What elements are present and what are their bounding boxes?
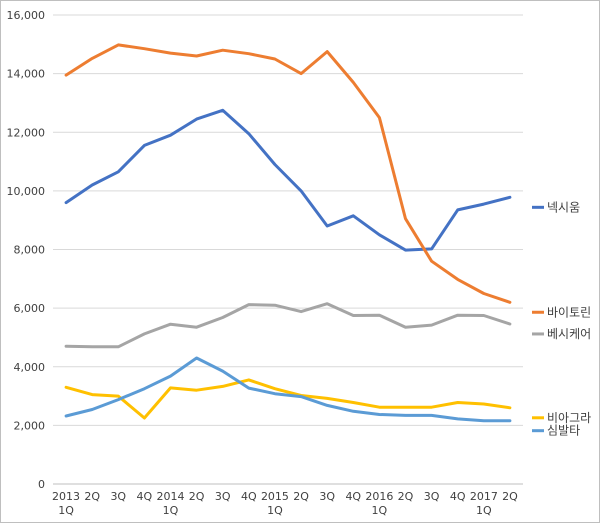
x-tick-label: 2Q [502,490,518,503]
x-tick-label: 1Q [372,504,388,517]
y-tick-label: 4,000 [14,361,46,374]
x-tick-label: 2013 [52,490,80,503]
y-tick-label: 10,000 [7,185,46,198]
series-line [64,356,512,423]
y-tick-label: 0 [38,478,45,491]
x-tick-label: 3Q [424,490,440,503]
x-tick-label: 2Q [189,490,205,503]
legend-label: 비아그라 [547,411,591,425]
x-tick-label: 2014 [157,490,185,503]
x-tick-label: 2016 [365,490,393,503]
series-line [64,108,512,252]
x-tick-label: 4Q [137,490,153,503]
y-tick-label: 12,000 [7,126,46,139]
x-tick-label: 2Q [84,490,100,503]
series-line [64,302,512,349]
x-tick-label: 4Q [241,490,257,503]
x-tick-label: 2Q [293,490,309,503]
x-tick-label: 2015 [261,490,289,503]
y-tick-label: 8,000 [14,244,46,257]
x-tick-label: 1Q [58,504,74,517]
x-tick-label: 1Q [267,504,283,517]
x-tick-label: 1Q [476,504,492,517]
y-tick-label: 2,000 [14,419,46,432]
x-tick-label: 3Q [319,490,335,503]
x-tick-label: 4Q [345,490,361,503]
x-tick-label: 2017 [470,490,498,503]
x-tick-label: 4Q [450,490,466,503]
x-tick-label: 1Q [163,504,179,517]
legend-label: 넥시움 [547,200,580,214]
legend-label: 베시케어 [547,327,591,341]
x-tick-label: 3Q [215,490,231,503]
y-tick-label: 14,000 [7,68,46,81]
x-tick-label: 2Q [398,490,414,503]
series-line [64,43,512,304]
x-tick-label: 3Q [110,490,126,503]
y-tick-label: 6,000 [14,302,46,315]
legend-label: 바이토린 [547,305,591,319]
series-line [64,378,512,420]
y-tick-label: 16,000 [7,9,46,22]
legend-label: 심발타 [547,424,580,438]
